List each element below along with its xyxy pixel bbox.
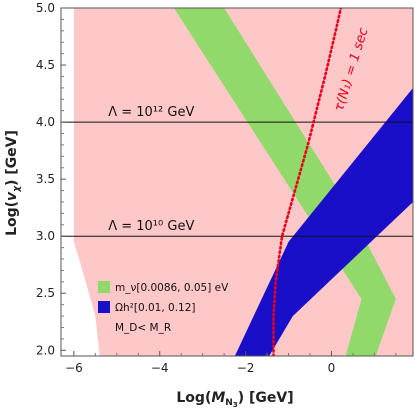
region-h-0-01-0-12 bbox=[234, 87, 413, 356]
legend-label-2: M_D< M_R bbox=[115, 322, 171, 334]
y-tick-label: 2.0 bbox=[36, 343, 55, 357]
x-tick-label: −4 bbox=[151, 361, 169, 375]
curves-layer bbox=[272, 8, 343, 356]
legend-swatch-0 bbox=[98, 281, 110, 293]
x-tick-label: 0 bbox=[328, 361, 336, 375]
y-tick-label: 2.5 bbox=[36, 286, 55, 300]
regions-layer bbox=[73, 8, 413, 356]
legend-label-1: Ωh²[0.01, 0.12] bbox=[115, 302, 196, 314]
plot-frame bbox=[60, 7, 414, 357]
x-tick-label: −2 bbox=[237, 361, 255, 375]
x-tick-label: −6 bbox=[65, 361, 83, 375]
y-tick-label: 3.5 bbox=[36, 172, 55, 186]
reference-lines-layer: Λ = 10¹² GeV Λ = 10¹⁰ GeV bbox=[61, 105, 413, 237]
legend-label-0: m_ν[0.0086, 0.05] eV bbox=[115, 282, 229, 294]
x-axis-ticks: −6 −4 −2 0 bbox=[65, 351, 397, 375]
legend: m_ν[0.0086, 0.05] eV Ωh²[0.01, 0.12] M_D< … bbox=[98, 281, 229, 334]
y-axis-title: Log(vχ) [GeV] bbox=[4, 130, 22, 236]
region-m-0-0086-0-05-ev bbox=[173, 8, 396, 356]
y-tick-label: 4.0 bbox=[36, 115, 55, 129]
curve-n1-1-sec bbox=[272, 8, 343, 356]
y-tick-label: 4.5 bbox=[36, 58, 55, 72]
legend-swatch-2 bbox=[98, 321, 110, 333]
hline-label-1: Λ = 10¹⁰ GeV bbox=[108, 219, 194, 234]
legend-swatch-1 bbox=[98, 301, 110, 313]
y-axis-ticks: 2.0 2.5 3.0 3.5 4.0 4.5 5.0 bbox=[36, 1, 66, 357]
x-axis-title: Log(MN3) [GeV] bbox=[176, 390, 293, 409]
y-tick-label: 3.0 bbox=[36, 229, 55, 243]
hline-label-0: Λ = 10¹² GeV bbox=[108, 105, 194, 120]
y-tick-label: 5.0 bbox=[36, 1, 55, 15]
